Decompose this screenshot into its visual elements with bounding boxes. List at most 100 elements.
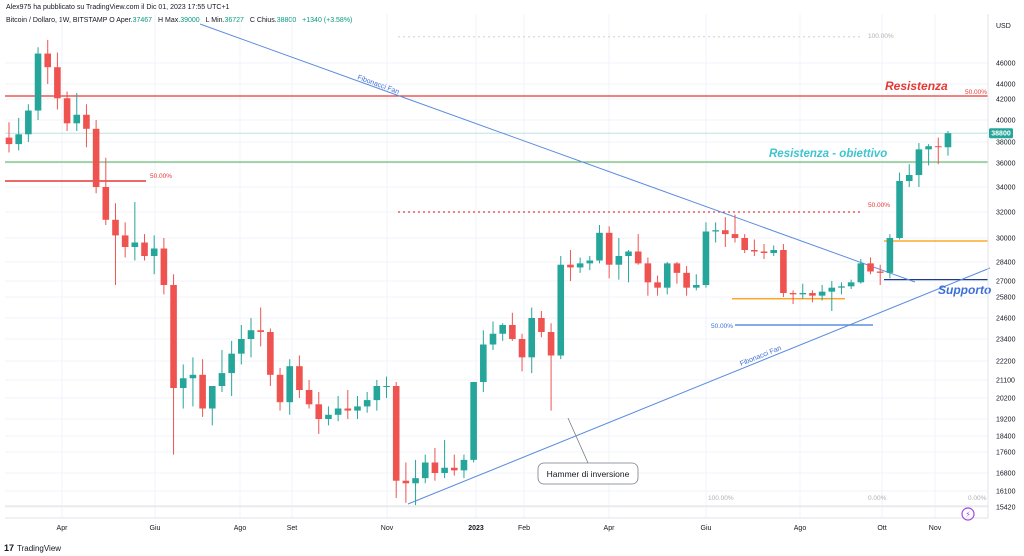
candle-body[interactable] bbox=[257, 330, 264, 332]
candle-body[interactable] bbox=[373, 386, 381, 401]
candle-body[interactable] bbox=[663, 263, 671, 288]
candle-body[interactable] bbox=[267, 332, 274, 375]
candle-body[interactable] bbox=[208, 386, 216, 409]
candle-body[interactable] bbox=[315, 404, 323, 419]
candle-body[interactable] bbox=[692, 285, 700, 288]
candle-body[interactable] bbox=[605, 232, 613, 265]
candle-body[interactable] bbox=[905, 175, 913, 181]
candle-body[interactable] bbox=[131, 242, 139, 248]
candle-body[interactable] bbox=[276, 374, 284, 403]
candle-body[interactable] bbox=[325, 414, 332, 419]
candle-body[interactable] bbox=[509, 325, 516, 339]
candle-body[interactable] bbox=[538, 318, 545, 332]
candle-body[interactable] bbox=[121, 235, 129, 247]
candle-body[interactable] bbox=[857, 263, 865, 283]
candle-body[interactable] bbox=[247, 330, 255, 339]
candle-body[interactable] bbox=[818, 291, 826, 296]
candle-body[interactable] bbox=[218, 373, 226, 386]
candle-body[interactable] bbox=[828, 287, 836, 292]
candle-body[interactable] bbox=[625, 251, 632, 257]
candle-body[interactable] bbox=[780, 250, 787, 293]
candle-body[interactable] bbox=[702, 231, 710, 286]
candle-body[interactable] bbox=[15, 134, 22, 145]
candle-body[interactable] bbox=[334, 408, 342, 415]
candle-body[interactable] bbox=[480, 344, 487, 383]
hammer-callout-box[interactable] bbox=[537, 462, 639, 485]
candle-body[interactable] bbox=[421, 462, 429, 479]
candle-body[interactable] bbox=[392, 386, 400, 481]
candle-body[interactable] bbox=[170, 285, 177, 388]
candle-body[interactable] bbox=[557, 264, 565, 356]
candle-body[interactable] bbox=[460, 459, 468, 471]
candle-body[interactable] bbox=[354, 406, 361, 411]
candle-body[interactable] bbox=[83, 114, 90, 129]
candle-body[interactable] bbox=[838, 286, 845, 288]
candle-body[interactable] bbox=[450, 467, 458, 471]
fibonacci-fan-upper-line[interactable] bbox=[199, 23, 916, 283]
candle-body[interactable] bbox=[789, 293, 797, 295]
candle-body[interactable] bbox=[344, 408, 352, 411]
candle-body[interactable] bbox=[441, 467, 448, 473]
candle-body[interactable] bbox=[615, 256, 623, 265]
candle-body[interactable] bbox=[634, 251, 642, 264]
candle-body[interactable] bbox=[644, 263, 652, 283]
candle-body[interactable] bbox=[102, 187, 110, 220]
candle-body[interactable] bbox=[567, 264, 574, 268]
candle-body[interactable] bbox=[73, 114, 81, 124]
candle-body[interactable] bbox=[586, 260, 594, 264]
candle-body[interactable] bbox=[305, 390, 313, 405]
candle-body[interactable] bbox=[770, 250, 778, 253]
time-axis[interactable]: Apr Giu Ago Set Nov 2023 Feb Apr Giu Ago Ott Nov bbox=[57, 525, 942, 532]
candle-body[interactable] bbox=[528, 318, 536, 358]
candle-body[interactable] bbox=[915, 149, 923, 175]
candle-body[interactable] bbox=[363, 400, 371, 407]
candle-body[interactable] bbox=[296, 366, 303, 390]
candle-body[interactable] bbox=[760, 251, 768, 254]
candle-body[interactable] bbox=[547, 332, 555, 356]
candle-body[interactable] bbox=[847, 282, 855, 287]
candle-body[interactable] bbox=[54, 67, 61, 99]
candle-body[interactable] bbox=[499, 325, 506, 334]
candle-body[interactable] bbox=[731, 234, 739, 238]
candle-body[interactable] bbox=[5, 137, 13, 145]
candle-body[interactable] bbox=[934, 146, 942, 148]
candle-body[interactable] bbox=[654, 282, 661, 288]
candle-body[interactable] bbox=[179, 378, 187, 388]
candle-body[interactable] bbox=[228, 353, 235, 374]
candle-body[interactable] bbox=[944, 133, 952, 148]
candle-body[interactable] bbox=[63, 98, 71, 124]
candle-body[interactable] bbox=[44, 53, 52, 68]
candle-body[interactable] bbox=[160, 248, 168, 286]
candle-body[interactable] bbox=[896, 181, 903, 238]
candle-body[interactable] bbox=[722, 230, 729, 235]
candle-body[interactable] bbox=[189, 374, 197, 379]
candle-body[interactable] bbox=[470, 382, 477, 460]
candle-body[interactable] bbox=[383, 386, 390, 387]
candle-body[interactable] bbox=[596, 232, 603, 261]
candle-body[interactable] bbox=[286, 366, 294, 403]
candle-body[interactable] bbox=[34, 53, 42, 111]
candle-body[interactable] bbox=[92, 128, 100, 187]
candle-body[interactable] bbox=[150, 248, 158, 257]
candle-body[interactable] bbox=[683, 272, 690, 288]
candle-body[interactable] bbox=[576, 263, 584, 268]
candle-body[interactable] bbox=[518, 339, 526, 358]
candle-body[interactable] bbox=[489, 333, 497, 345]
candle-body[interactable] bbox=[402, 480, 410, 484]
candle-body[interactable] bbox=[925, 146, 932, 150]
candle-body[interactable] bbox=[876, 271, 884, 273]
candle-body[interactable] bbox=[741, 238, 748, 250]
candle-body[interactable] bbox=[712, 230, 719, 232]
candle-body[interactable] bbox=[751, 250, 758, 252]
candle-body[interactable] bbox=[867, 263, 874, 272]
candle-body[interactable] bbox=[886, 238, 894, 273]
candle-body[interactable] bbox=[25, 110, 32, 135]
price-axis[interactable]: 15420 16100 16800 17600 18400 19200 20200 21100… bbox=[996, 61, 1016, 512]
candle-body[interactable] bbox=[809, 293, 816, 296]
candle-body[interactable] bbox=[431, 462, 439, 474]
candle-body[interactable] bbox=[412, 478, 419, 484]
candle-body[interactable] bbox=[112, 219, 119, 236]
candle-body[interactable] bbox=[141, 242, 148, 257]
candle-body[interactable] bbox=[799, 293, 807, 295]
